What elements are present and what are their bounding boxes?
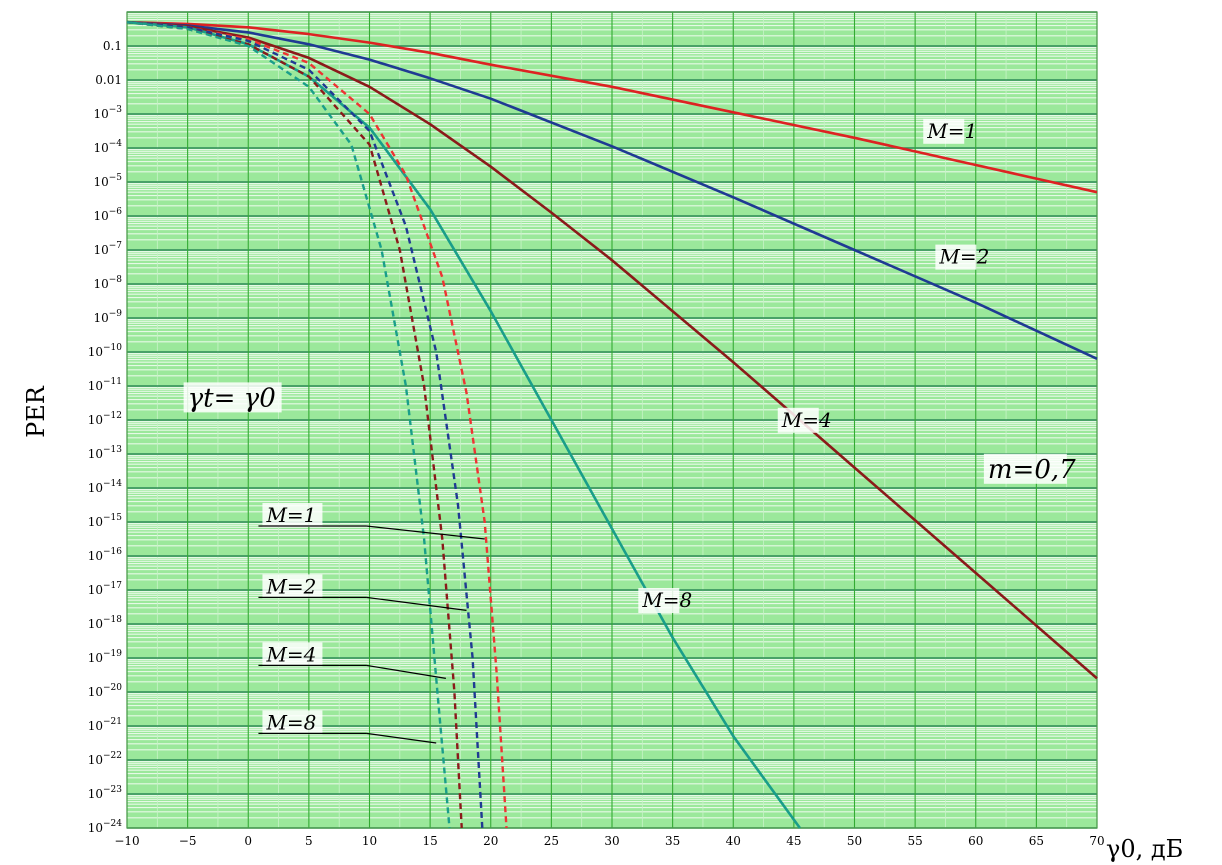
- annotation-bg: [935, 244, 977, 270]
- callout-bg: [262, 574, 323, 599]
- callout-bg: [262, 642, 323, 667]
- plot-frame: [126, 11, 1098, 829]
- annotation-bg: [777, 407, 819, 433]
- y-tick-label: 10−11: [88, 377, 122, 393]
- series-m2-dashed: [126, 21, 484, 829]
- curve-annotation: m=0,7: [988, 455, 1076, 485]
- x-tick-label: 25: [544, 834, 559, 848]
- y-tick-label: 10−20: [88, 683, 123, 699]
- series-lines: [126, 20, 1098, 829]
- y-tick-label: 10−4: [93, 139, 122, 155]
- callout-bg: [262, 710, 323, 735]
- y-tick-label: 10−12: [88, 411, 122, 427]
- x-tick-label: 55: [907, 834, 922, 848]
- x-tick-label: 40: [726, 834, 741, 848]
- y-tick-label: 10−15: [88, 513, 123, 529]
- curve-annotation: M=4: [781, 408, 832, 432]
- y-axis-title: PER: [22, 385, 50, 438]
- y-tick-label: 0.1: [103, 39, 122, 53]
- y-tick-label: 10−13: [88, 445, 123, 461]
- curve-annotation: M=1: [926, 119, 977, 143]
- y-tick-label: 10−8: [93, 275, 122, 291]
- grid-lines: [126, 11, 1098, 829]
- callout-label: M=4: [265, 642, 316, 666]
- y-tick-label: 10−14: [88, 479, 123, 495]
- y-tick-label: 10−5: [93, 173, 122, 189]
- y-tick-label: 10−24: [88, 819, 123, 835]
- curve-annotation: M=8: [641, 588, 692, 612]
- callout-leader: [366, 664, 446, 679]
- x-tick-label: 10: [362, 834, 377, 848]
- y-tick-label: 10−22: [88, 751, 122, 767]
- callout-label: M=1: [265, 503, 316, 527]
- callout-leader: [366, 732, 437, 744]
- y-tick-label: 10−21: [88, 717, 122, 733]
- y-tick-label: 10−23: [88, 785, 123, 801]
- x-tick-label: 50: [847, 834, 862, 848]
- annotation-bg: [183, 382, 282, 413]
- series-m8-dashed: [126, 21, 451, 829]
- x-tick-label: 60: [968, 834, 983, 848]
- callout-label: M=8: [265, 710, 316, 734]
- series-m1-solid: [126, 20, 1098, 194]
- x-tick-label: 5: [305, 834, 313, 848]
- y-tick-label: 10−9: [93, 309, 122, 325]
- annotation-bg: [638, 588, 680, 613]
- y-tick-label: 10−17: [88, 581, 123, 597]
- x-axis-title: γ0, дБ: [1106, 835, 1183, 863]
- callout-label: M=2: [265, 574, 316, 598]
- x-tick-label: −5: [179, 834, 197, 848]
- series-m2-solid: [126, 20, 1098, 360]
- x-tick-label: 20: [483, 834, 498, 848]
- x-tick-label: 35: [665, 834, 680, 848]
- x-tick-label: 65: [1029, 834, 1044, 848]
- y-tick-label: 10−7: [93, 241, 122, 257]
- curve-annotation: M=2: [938, 245, 989, 269]
- x-tick-label: 15: [422, 834, 437, 848]
- annotation-bg: [983, 453, 1067, 484]
- annotations: M=1 M=2 M=4 M=8 m=0,7 γt= γ0 M=1 M=2 M=4 M=8: [183, 118, 1076, 744]
- y-tick-label: 10−19: [88, 649, 123, 665]
- y-tick-label: 10−10: [88, 343, 123, 359]
- x-tick-label: 70: [1089, 834, 1104, 848]
- annotation-bg: [923, 118, 965, 144]
- x-tick-label: 45: [786, 834, 801, 848]
- callout-leader: [366, 525, 485, 540]
- y-tick-label: 0.01: [95, 73, 122, 87]
- y-tick-label: 10−6: [93, 207, 122, 223]
- y-tick-label: 10−18: [88, 615, 123, 631]
- x-tick-label: −10: [114, 834, 139, 848]
- series-m4-solid: [126, 20, 1098, 680]
- y-tick-label: 10−16: [88, 547, 123, 563]
- curve-annotation: γt= γ0: [188, 383, 276, 413]
- y-tick-label: 10−3: [93, 105, 122, 121]
- callout-leader: [366, 596, 467, 611]
- x-tick-label: 30: [604, 834, 619, 848]
- callout-bg: [262, 503, 323, 527]
- x-tick-label: 0: [244, 834, 252, 848]
